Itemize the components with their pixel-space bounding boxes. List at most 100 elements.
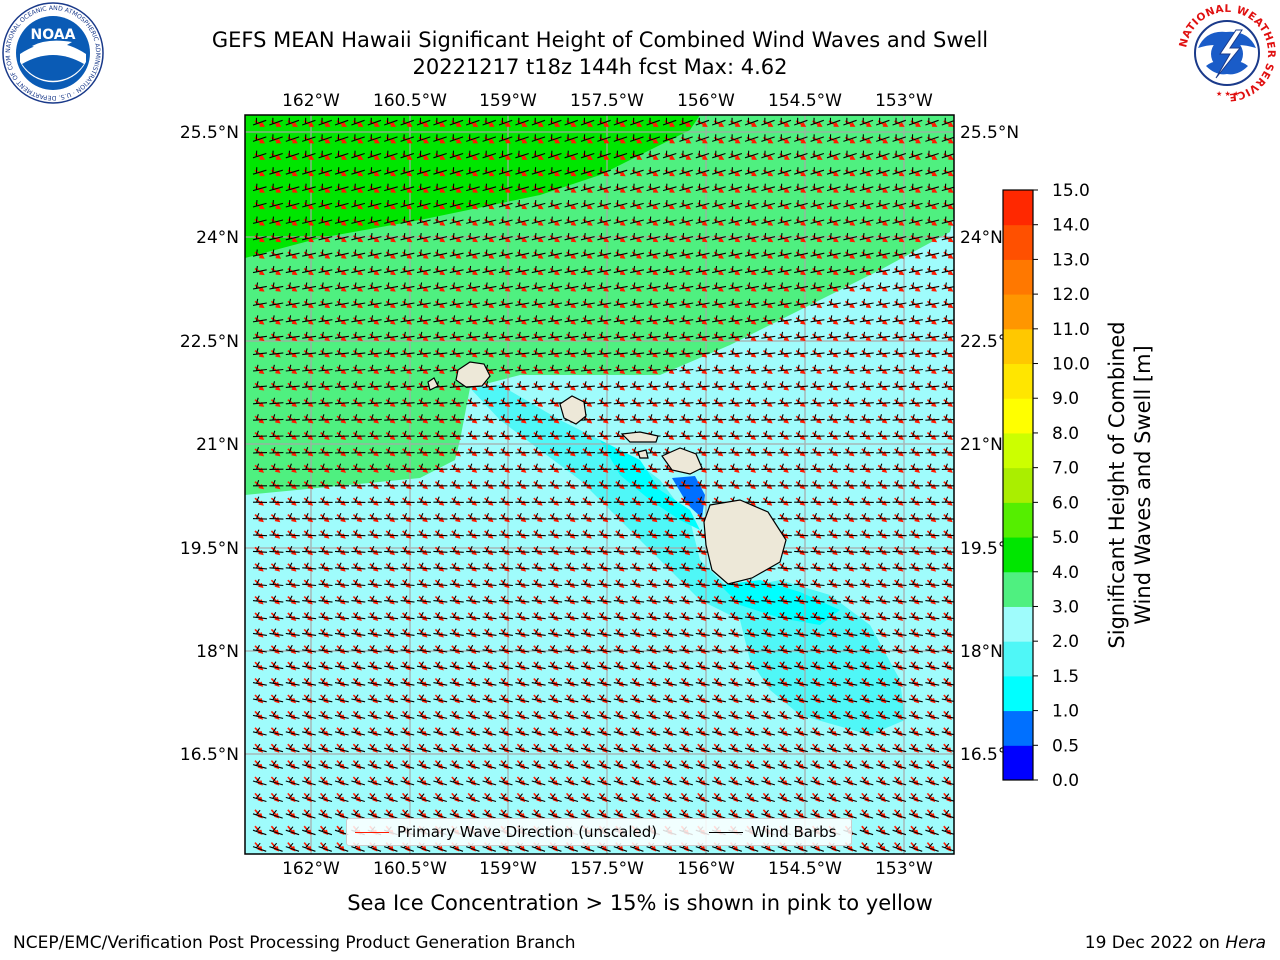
wind-barb — [580, 298, 595, 306]
wind-barb — [810, 200, 825, 208]
wind-barb — [433, 809, 447, 819]
wind-barb — [794, 628, 809, 636]
wind-barb — [630, 282, 645, 290]
wind-barb — [630, 529, 645, 537]
wave-arrow — [303, 628, 313, 638]
island-lanai — [637, 449, 649, 459]
wind-barb — [892, 364, 907, 372]
wind-barb — [515, 216, 530, 224]
wind-barb — [384, 529, 399, 537]
wind-barb — [351, 183, 366, 192]
wind-barb — [925, 414, 940, 421]
wind-barb — [482, 760, 497, 769]
wind-barb — [367, 167, 382, 175]
wind-barb — [712, 298, 727, 306]
wave-arrow — [516, 645, 526, 654]
wind-barb — [580, 562, 596, 570]
wind-barb — [531, 381, 546, 388]
wind-barb — [515, 348, 530, 356]
wind-barb — [679, 578, 694, 587]
wind-barb — [908, 117, 923, 126]
wind-barb — [662, 315, 677, 323]
wind-barb — [728, 315, 743, 323]
wind-barb — [712, 233, 726, 241]
wind-barb — [646, 331, 661, 339]
wind-barb — [679, 661, 694, 670]
wind-barb — [794, 595, 809, 603]
wind-barb — [580, 233, 595, 241]
wind-barb — [334, 447, 350, 454]
wave-arrow — [910, 596, 920, 605]
wind-barb — [351, 545, 366, 553]
wind-barb — [613, 249, 628, 257]
wind-barb — [777, 430, 792, 438]
wind-barb — [580, 282, 595, 290]
wind-barb — [679, 496, 694, 503]
wind-barb — [302, 265, 317, 274]
wind-barb — [318, 545, 333, 553]
wind-barb — [252, 216, 267, 224]
map-legend: Primary Wave Direction (unscaled) Wind B… — [346, 818, 852, 846]
wind-barb — [269, 710, 284, 719]
wind-barb — [466, 545, 481, 553]
wind-barb — [384, 776, 398, 786]
wind-barb — [908, 249, 923, 257]
wind-barb — [384, 578, 399, 587]
colorbar-label-15: 1.0 — [1052, 702, 1079, 722]
wind-barb — [810, 233, 825, 241]
colorbar-segment-11 — [1003, 363, 1033, 399]
wind-barb — [876, 595, 891, 603]
wind-barb — [466, 183, 480, 192]
wind-barb — [892, 265, 907, 274]
wind-barb — [498, 710, 513, 719]
wind-barb — [679, 611, 694, 620]
wind-barb — [646, 677, 661, 686]
wind-barb — [744, 249, 759, 257]
wind-barb — [662, 331, 677, 339]
wind-barb — [531, 364, 546, 372]
wind-barb — [384, 364, 399, 372]
wind-barb — [876, 628, 891, 636]
wave-arrow — [336, 596, 346, 605]
wind-barb — [466, 200, 480, 208]
wind-barb — [285, 430, 300, 438]
wind-barb — [728, 397, 743, 405]
wind-barb — [908, 694, 923, 703]
wave-arrow — [270, 628, 280, 638]
wind-barb — [580, 463, 596, 470]
wind-barb — [613, 447, 628, 454]
wind-barb — [777, 595, 792, 603]
wind-barb — [449, 282, 464, 290]
colorbar-label-11: 4.0 — [1052, 563, 1079, 583]
wind-barb — [892, 562, 907, 570]
wind-barb — [646, 776, 661, 786]
wind-barb — [810, 298, 825, 306]
wind-barb — [662, 529, 678, 537]
wind-barb — [679, 183, 694, 192]
wind-barb — [416, 414, 432, 421]
wind-barb — [416, 216, 431, 224]
wind-barb — [449, 529, 464, 537]
wind-barb — [613, 677, 628, 686]
wind-barb — [531, 611, 546, 620]
colorbar-segment-0 — [1003, 745, 1033, 781]
wind-barb — [744, 150, 759, 159]
wind-barb — [925, 611, 940, 620]
wind-barb — [646, 282, 661, 290]
wind-barb — [925, 710, 940, 719]
wind-barb — [826, 710, 841, 719]
wind-barb — [728, 117, 742, 126]
wind-barb — [466, 677, 481, 686]
wind-barb — [400, 381, 415, 388]
wind-barb — [416, 628, 431, 636]
wind-barb — [908, 282, 923, 290]
wind-barb — [269, 727, 284, 736]
wind-barb — [630, 183, 644, 192]
colorbar-label-0: 15.0 — [1052, 181, 1090, 201]
wind-barb — [744, 216, 759, 224]
wind-barb — [663, 479, 677, 487]
wind-barb — [531, 397, 546, 405]
wind-barb — [761, 628, 776, 636]
wind-barb — [269, 282, 284, 290]
